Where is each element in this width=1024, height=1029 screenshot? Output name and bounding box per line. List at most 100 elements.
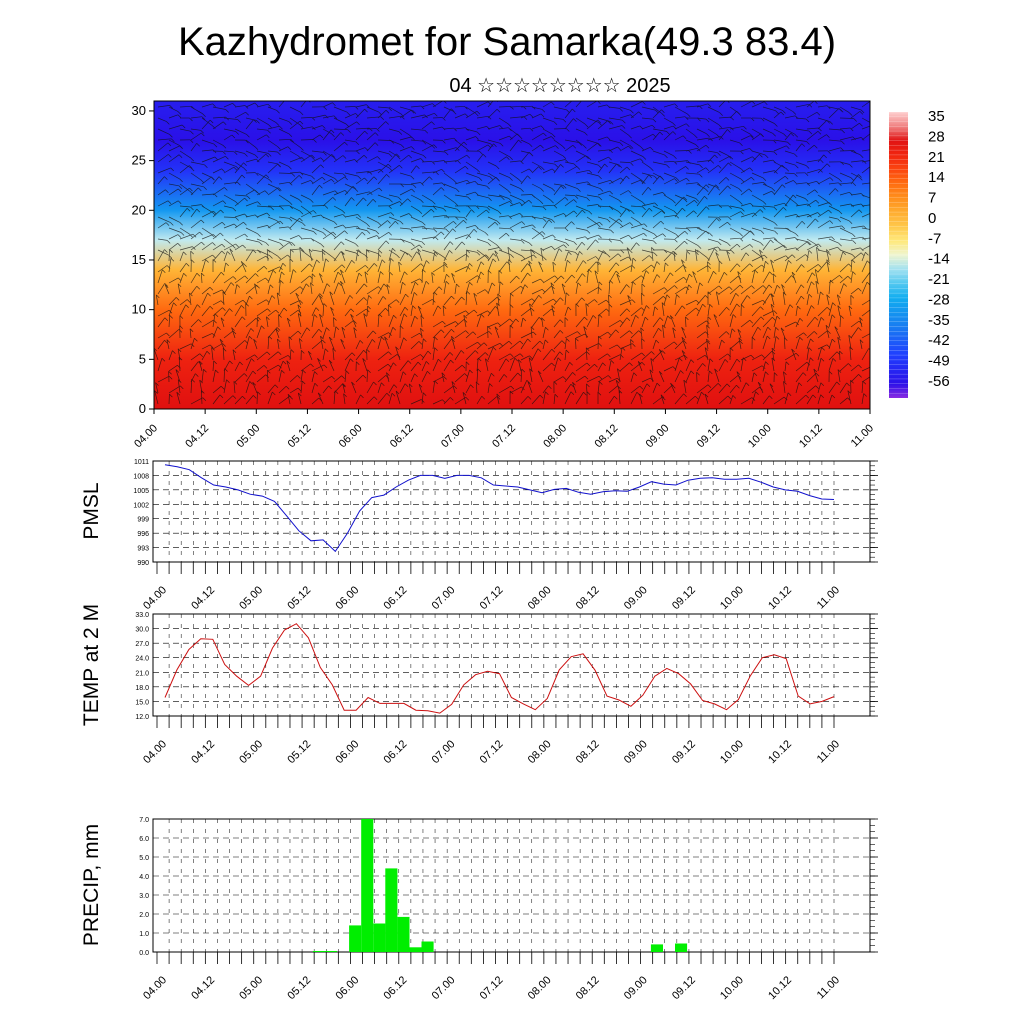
y-tick-label: 1011 <box>134 459 149 466</box>
x-tick-label: 08.12 <box>592 422 620 450</box>
x-tick-label: 05.12 <box>286 422 314 450</box>
x-tick-label: 07.12 <box>478 584 506 612</box>
y-tick-label: 1002 <box>133 502 149 509</box>
colorbar-label: -28 <box>928 291 950 308</box>
x-tick-label: 05.12 <box>285 584 313 612</box>
precip-bar <box>422 942 434 953</box>
x-tick-label: 09.12 <box>695 422 723 450</box>
wind-barb-flag <box>873 230 876 233</box>
x-tick-label: 07.12 <box>478 974 506 1002</box>
wind-barb <box>257 317 258 327</box>
colorbar-label: 28 <box>928 128 945 145</box>
wind-barb <box>752 206 762 207</box>
x-tick-label: 07.00 <box>439 422 467 450</box>
x-tick-label: 10.00 <box>718 738 746 766</box>
wind-barb-flag <box>871 123 874 126</box>
panel-frame <box>153 614 870 716</box>
wind-barb <box>554 129 566 130</box>
wind-barb <box>334 318 335 328</box>
wind-barb <box>598 336 599 349</box>
y-tick-label: 20 <box>132 202 146 217</box>
y-tick-label: 996 <box>137 531 149 538</box>
y-tick-label: 15 <box>132 252 146 267</box>
wind-barb-flag <box>288 97 291 100</box>
precip-bar <box>325 951 337 952</box>
axis-title: TEMP at 2 M <box>80 604 103 726</box>
wind-barb-flag <box>872 160 875 163</box>
x-tick-label: 08.12 <box>574 584 602 612</box>
x-tick-label: 09.00 <box>644 422 672 450</box>
chart-title: Kazhydromet for Samarka(49.3 83.4) <box>178 20 836 64</box>
wind-barb <box>840 118 854 119</box>
x-tick-label: 05.12 <box>285 974 313 1002</box>
x-tick-label: 11.00 <box>815 974 842 1001</box>
x-tick-label: 10.12 <box>766 974 794 1002</box>
y-tick-label: 1005 <box>133 488 149 495</box>
y-tick-label: 30.0 <box>135 627 149 634</box>
x-tick-label: 05.12 <box>285 738 313 766</box>
y-tick-label: 3.0 <box>139 893 149 900</box>
wind-barb-flag <box>585 97 588 100</box>
x-tick-label: 09.00 <box>622 584 650 612</box>
x-tick-label: 07.00 <box>430 974 458 1002</box>
pmsl-line <box>165 465 834 552</box>
wind-barb <box>301 140 314 141</box>
x-tick-label: 10.12 <box>797 422 825 450</box>
x-tick-label: 04.00 <box>132 422 160 450</box>
precip-bar <box>373 924 385 953</box>
x-tick-label: 05.00 <box>237 738 265 766</box>
colorbar-label: 14 <box>928 169 945 186</box>
wind-barb <box>224 217 236 218</box>
wind-barb-flag <box>875 183 878 186</box>
x-tick-label: 06.00 <box>333 974 361 1002</box>
wind-barb <box>279 173 292 174</box>
x-tick-label: 05.00 <box>234 422 262 450</box>
wind-barb <box>719 250 731 251</box>
x-tick-label: 04.00 <box>141 738 169 766</box>
heatmap-field <box>154 101 870 409</box>
colorbar-label: 21 <box>928 149 945 166</box>
precip-bar <box>397 917 409 952</box>
precip-bar <box>313 951 325 952</box>
x-tick-label: 08.00 <box>541 422 569 450</box>
wind-barb-flag <box>874 212 877 215</box>
wind-barb <box>686 228 699 229</box>
x-tick-label: 04.12 <box>189 738 217 766</box>
colorbar-label: -7 <box>928 230 941 247</box>
x-tick-label: 05.00 <box>237 584 265 612</box>
x-tick-label: 05.00 <box>237 974 265 1002</box>
wind-barb <box>367 129 376 130</box>
x-tick-label: 06.00 <box>337 422 365 450</box>
x-tick-label: 06.12 <box>382 974 410 1002</box>
x-tick-label: 04.12 <box>189 584 217 612</box>
y-tick-label: 10 <box>132 302 146 317</box>
x-tick-label: 09.12 <box>670 738 698 766</box>
wind-barb-flag <box>870 310 873 313</box>
y-tick-label: 15.0 <box>135 699 149 706</box>
x-tick-label: 08.00 <box>526 584 554 612</box>
x-tick-label: 07.00 <box>430 738 458 766</box>
x-tick-label: 06.12 <box>382 738 410 766</box>
x-tick-label: 04.12 <box>189 974 217 1002</box>
y-tick-label: 27.0 <box>135 641 149 648</box>
x-tick-label: 08.12 <box>574 738 602 766</box>
x-tick-label: 08.00 <box>526 974 554 1002</box>
y-tick-label: 993 <box>137 546 149 553</box>
y-tick-label: 18.0 <box>135 685 149 692</box>
wind-barb-flag <box>870 367 873 370</box>
colorbar-label: -35 <box>928 312 950 329</box>
colorbar-label: 0 <box>928 210 936 227</box>
wind-barb-flag <box>871 245 874 248</box>
panel-frame <box>153 461 870 562</box>
y-tick-label: 4.0 <box>139 874 149 881</box>
x-tick-label: 06.12 <box>382 584 410 612</box>
x-tick-label: 09.00 <box>622 738 650 766</box>
wind-barb-flag <box>871 299 874 302</box>
chart-subtitle: 04 ☆☆☆☆☆☆☆☆ 2025 <box>449 75 670 97</box>
y-tick-label: 2.0 <box>139 912 149 919</box>
y-tick-label: 12.0 <box>135 714 149 721</box>
